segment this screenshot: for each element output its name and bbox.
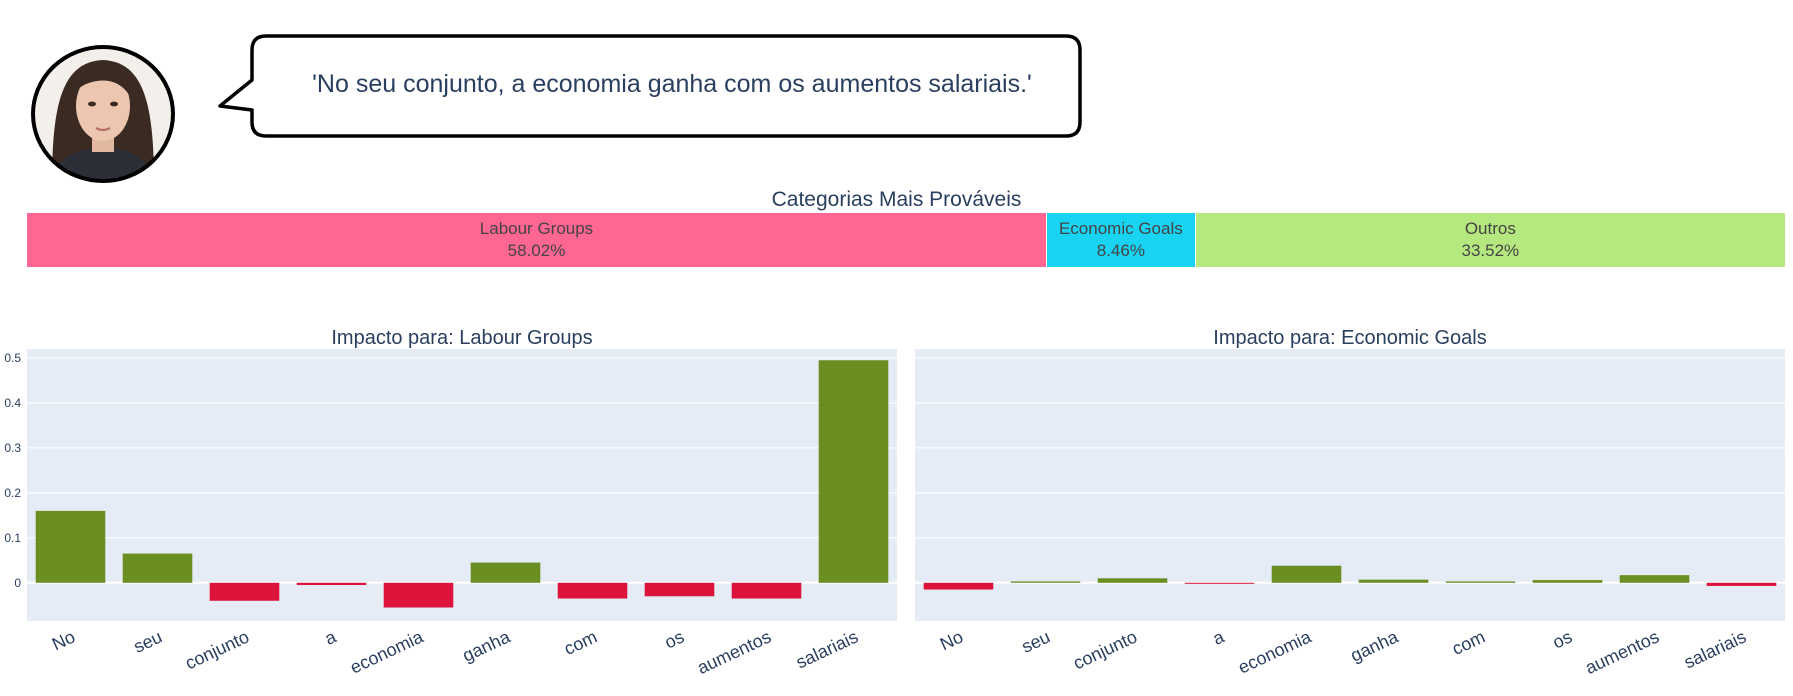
x-tick-label: ganha	[1347, 626, 1402, 666]
segment-label: Economic Goals	[1058, 219, 1183, 238]
bar-conjunto	[209, 582, 280, 601]
probability-bar: Labour Groups 58.02% Economic Goals 8.46% Ou…	[27, 213, 1785, 267]
x-tick-label: aumentos	[694, 626, 774, 678]
x-tick-label: salariais	[1681, 626, 1749, 672]
bar-economia	[1271, 565, 1342, 583]
bar-a	[296, 582, 367, 586]
x-tick-label: com	[1449, 626, 1488, 659]
x-tick-label: seu	[130, 626, 165, 656]
y-tick-label: 0.1	[4, 531, 21, 545]
bar-com	[557, 582, 628, 599]
person-portrait-icon	[33, 47, 173, 181]
x-tick-label: economia	[347, 626, 427, 678]
bar-os	[1532, 580, 1603, 583]
speech-bubble	[218, 34, 1082, 138]
segment-label: Labour Groups	[479, 219, 594, 238]
bar-ganha	[1358, 579, 1429, 583]
x-tick-label: No	[49, 626, 78, 654]
x-tick-label: os	[1550, 626, 1576, 652]
bar-aumentos	[1619, 575, 1690, 583]
speaker-avatar	[31, 45, 175, 183]
bar-economia	[383, 582, 454, 608]
probability-segment-outros: Outros 33.52%	[1195, 213, 1785, 267]
bar-ganha	[470, 562, 541, 583]
segment-value: 58.02%	[507, 241, 566, 260]
bar-conjunto	[1097, 578, 1168, 583]
chart-title: Impacto para: Labour Groups	[331, 327, 592, 349]
x-tick-label: economia	[1235, 626, 1315, 678]
x-tick-label: aumentos	[1582, 626, 1662, 678]
impact-chart-1: 0 0.1 0.2 0.3 0.4 0.5 No seu conjunto a economia ga…	[4, 327, 897, 678]
x-tick-label: No	[937, 626, 966, 654]
speech-quote: 'No seu conjunto, a economia ganha com o…	[312, 69, 1032, 98]
chart-title: Impacto para: Economic Goals	[1213, 327, 1486, 349]
y-tick-label: 0	[14, 576, 21, 590]
impact-chart-2: No seu conjunto a economia ganha com os aumentos…	[915, 327, 1785, 678]
x-tick-label: conjunto	[182, 626, 252, 673]
bar-salariais	[1706, 582, 1777, 586]
y-tick-label: 0.3	[4, 441, 21, 455]
segment-value: 33.52%	[1461, 241, 1520, 260]
bar-No	[923, 582, 994, 590]
probability-segment-labour-groups: Labour Groups 58.02%	[27, 213, 1047, 267]
segment-label: Outros	[1464, 219, 1516, 238]
x-tick-label: com	[561, 626, 600, 659]
probability-segment-economic-goals: Economic Goals 8.46%	[1046, 213, 1196, 267]
bar-aumentos	[731, 582, 802, 599]
x-tick-label: seu	[1018, 626, 1053, 656]
y-tick-label: 0.4	[4, 396, 21, 410]
x-tick-label: a	[1210, 626, 1228, 649]
segment-value: 8.46%	[1096, 241, 1145, 260]
x-tick-label: a	[322, 626, 340, 649]
bar-salariais	[818, 360, 889, 583]
x-tick-label: salariais	[793, 626, 861, 672]
bar-seu	[1010, 581, 1081, 583]
y-tick-label: 0.2	[4, 486, 21, 500]
bar-No	[35, 510, 106, 583]
y-tick-label: 0.5	[4, 351, 21, 365]
bar-os	[644, 582, 715, 597]
probabilities-title: Categorias Mais Prováveis	[771, 188, 1022, 211]
x-tick-label: os	[662, 626, 688, 652]
bar-com	[1445, 581, 1516, 583]
bar-seu	[122, 553, 193, 583]
bar-a	[1184, 582, 1255, 584]
x-tick-label: ganha	[459, 626, 514, 666]
x-tick-label: conjunto	[1070, 626, 1140, 673]
